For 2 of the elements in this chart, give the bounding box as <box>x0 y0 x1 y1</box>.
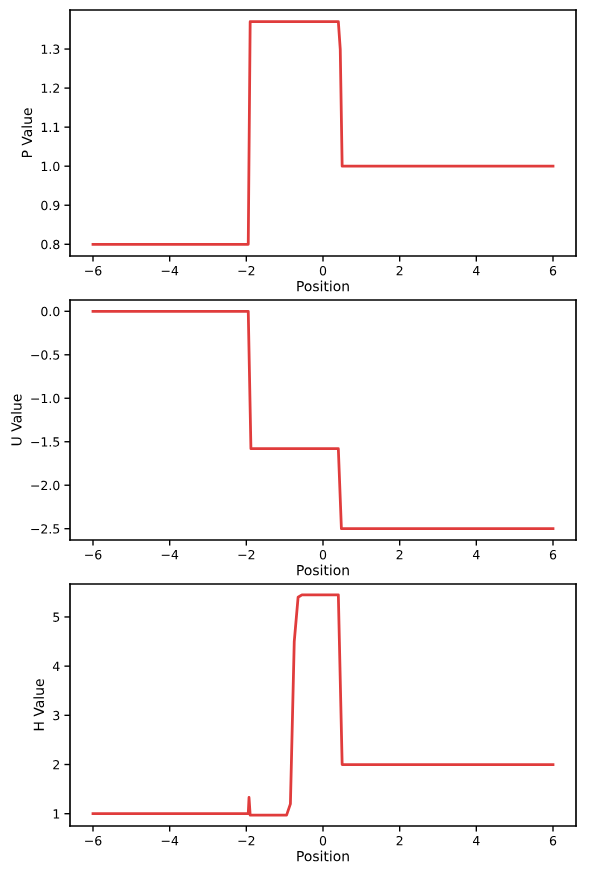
line-series <box>91 593 555 817</box>
line-series <box>91 20 555 246</box>
